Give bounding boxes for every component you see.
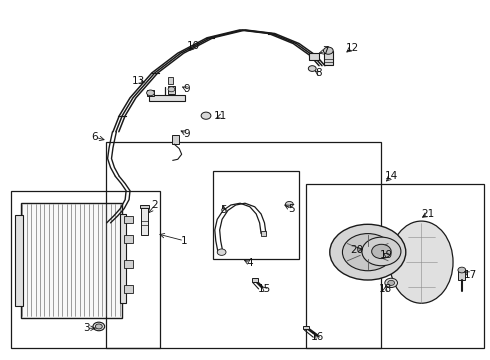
Circle shape [458, 267, 466, 273]
Bar [172, 135, 179, 144]
Bar [124, 235, 133, 243]
Circle shape [343, 234, 393, 271]
Text: 20: 20 [350, 245, 364, 255]
Bar [309, 53, 319, 60]
Text: 17: 17 [464, 270, 477, 280]
Bar [11, 191, 160, 348]
Bar [261, 231, 266, 237]
Bar [124, 216, 133, 223]
Text: 9: 9 [183, 129, 190, 139]
Text: 3: 3 [83, 323, 90, 333]
Text: 15: 15 [258, 284, 271, 294]
Bar [306, 184, 484, 348]
Bar [324, 51, 333, 65]
Bar [140, 204, 148, 208]
Text: 7: 7 [322, 46, 329, 57]
Text: 1: 1 [181, 236, 187, 246]
Bar [124, 285, 133, 293]
Circle shape [217, 249, 226, 255]
Circle shape [330, 224, 406, 280]
Circle shape [308, 66, 316, 71]
Bar [106, 143, 381, 348]
Circle shape [286, 202, 293, 207]
Bar [252, 278, 258, 282]
Text: 21: 21 [421, 209, 434, 219]
Bar [213, 171, 298, 258]
Circle shape [372, 244, 391, 258]
Bar [168, 77, 173, 84]
Ellipse shape [390, 221, 453, 303]
Circle shape [323, 47, 333, 54]
Circle shape [168, 87, 175, 92]
Text: 2: 2 [151, 200, 158, 210]
Circle shape [96, 324, 102, 329]
Bar [168, 86, 175, 94]
Bar [120, 214, 126, 303]
Text: 18: 18 [379, 284, 392, 294]
Bar [124, 260, 133, 267]
Bar [303, 326, 309, 329]
Circle shape [362, 237, 401, 266]
Bar [147, 90, 154, 96]
Circle shape [147, 90, 154, 96]
Text: 9: 9 [183, 84, 190, 94]
Text: 10: 10 [187, 41, 200, 51]
Circle shape [201, 112, 211, 119]
Circle shape [93, 322, 105, 331]
Bar [141, 207, 147, 235]
Text: 8: 8 [315, 68, 321, 78]
Circle shape [388, 280, 394, 285]
Text: 11: 11 [214, 111, 227, 121]
Text: 5: 5 [288, 203, 294, 213]
Circle shape [385, 278, 397, 288]
Text: 12: 12 [345, 43, 359, 53]
Text: 13: 13 [132, 76, 146, 86]
Text: 16: 16 [311, 332, 324, 342]
Text: 4: 4 [246, 258, 253, 268]
Text: 19: 19 [380, 250, 393, 260]
Bar [15, 215, 23, 306]
Text: 14: 14 [385, 171, 398, 181]
Bar [459, 269, 465, 280]
Text: 6: 6 [92, 132, 98, 142]
Text: 5: 5 [220, 205, 227, 215]
Bar [148, 95, 185, 102]
Bar [21, 203, 122, 318]
